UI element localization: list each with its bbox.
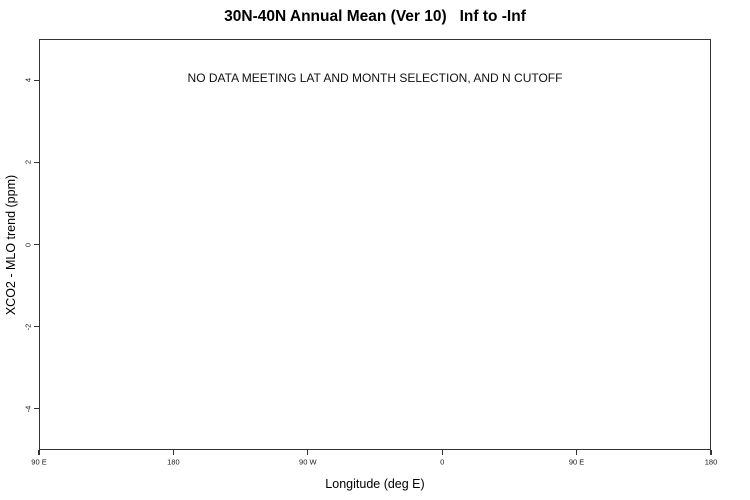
chart-title: 30N-40N Annual Mean (Ver 10) Inf to -Inf bbox=[224, 8, 526, 25]
y-tick-mark bbox=[34, 326, 39, 328]
y-tick-label: -4 bbox=[23, 405, 33, 413]
x-tick-mark bbox=[38, 450, 40, 455]
y-tick-mark bbox=[34, 408, 39, 410]
x-tick-label: 180 bbox=[704, 457, 718, 467]
x-axis-label: Longitude (deg E) bbox=[325, 477, 425, 491]
no-data-message: NO DATA MEETING LAT AND MONTH SELECTION,… bbox=[187, 71, 563, 85]
y-tick-label: -2 bbox=[23, 323, 33, 331]
x-tick-label: 90 E bbox=[568, 457, 585, 467]
x-tick-mark bbox=[441, 450, 443, 455]
x-tick-label: 0 bbox=[440, 457, 445, 467]
y-axis-label: XCO2 - MLO trend (ppm) bbox=[4, 174, 18, 316]
x-tick-label: 90 W bbox=[299, 457, 317, 467]
y-tick-mark bbox=[34, 79, 39, 81]
y-tick-label: 4 bbox=[23, 78, 33, 83]
y-tick-label: 0 bbox=[23, 242, 33, 247]
y-tick-mark bbox=[34, 161, 39, 163]
y-tick-mark bbox=[34, 243, 39, 246]
x-tick-mark bbox=[710, 450, 712, 455]
plot-area: NO DATA MEETING LAT AND MONTH SELECTION,… bbox=[39, 39, 711, 450]
x-tick-label: 180 bbox=[167, 457, 180, 467]
y-tick-label: 2 bbox=[23, 160, 33, 165]
x-tick-mark bbox=[172, 450, 174, 455]
x-tick-mark bbox=[307, 450, 309, 455]
x-tick-label: 90 E bbox=[31, 457, 47, 467]
x-tick-mark bbox=[576, 450, 578, 455]
